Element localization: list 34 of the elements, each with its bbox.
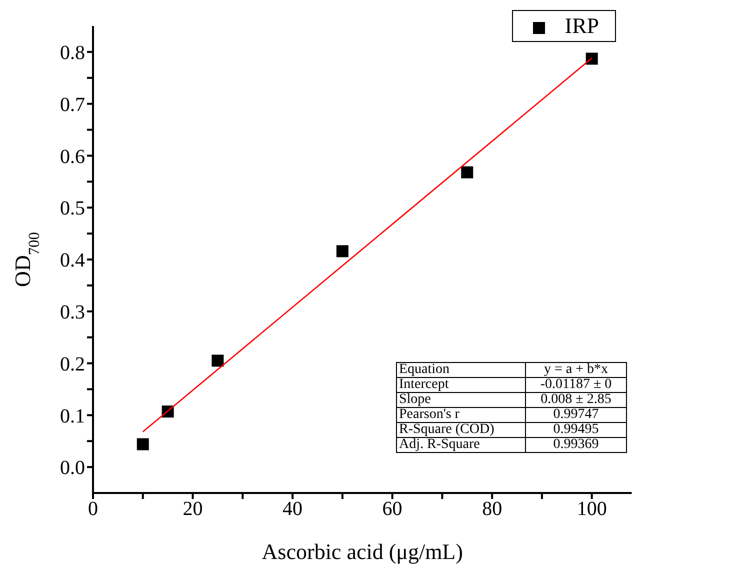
y-tick-label: 0.7 xyxy=(60,94,85,116)
annotation: y = a + b*x xyxy=(526,362,626,378)
annotation: Pearson's r xyxy=(396,407,526,422)
legend-label: IRP xyxy=(564,13,599,38)
annotation: Equation xyxy=(396,362,526,378)
y-tick-label: 0.8 xyxy=(60,42,85,64)
annotation: 0.99495 xyxy=(526,422,626,438)
x-tick-label: 20 xyxy=(182,498,203,520)
point xyxy=(136,438,149,450)
x-tick-label: 100 xyxy=(576,498,607,520)
point xyxy=(336,245,348,258)
point xyxy=(461,166,474,178)
x-tick-label: 40 xyxy=(282,498,303,520)
y-tick-label: 0.4 xyxy=(60,250,85,272)
annotation: 0.008 ± 2.85 xyxy=(526,392,626,408)
x-tick-label: 0 xyxy=(88,498,98,520)
annotation: Slope xyxy=(396,392,526,408)
annotation: Adj. R-Square xyxy=(396,437,526,452)
y-tick-label: 0.5 xyxy=(60,198,85,220)
annotation: -0.01187 ± 0 xyxy=(526,377,626,392)
annotation: Intercept xyxy=(396,377,526,392)
point xyxy=(586,52,598,65)
annotation: 0.99747 xyxy=(526,407,626,422)
x-tick-label: 60 xyxy=(382,498,402,520)
y-tick-label: 0.1 xyxy=(60,405,85,428)
y-tick-label: 0.3 xyxy=(60,301,85,324)
x-tick-label: 80 xyxy=(482,498,502,520)
annotation: R-Square (COD) xyxy=(396,422,526,438)
point xyxy=(212,354,224,367)
y-tick-label: 0.2 xyxy=(60,353,85,376)
x-axis-title: Ascorbic acid (μg/mL) xyxy=(262,539,463,564)
text: 0.0 xyxy=(60,457,85,480)
y-tick-label: 0.6 xyxy=(60,146,85,168)
annotation: 0.99369 xyxy=(526,437,626,452)
